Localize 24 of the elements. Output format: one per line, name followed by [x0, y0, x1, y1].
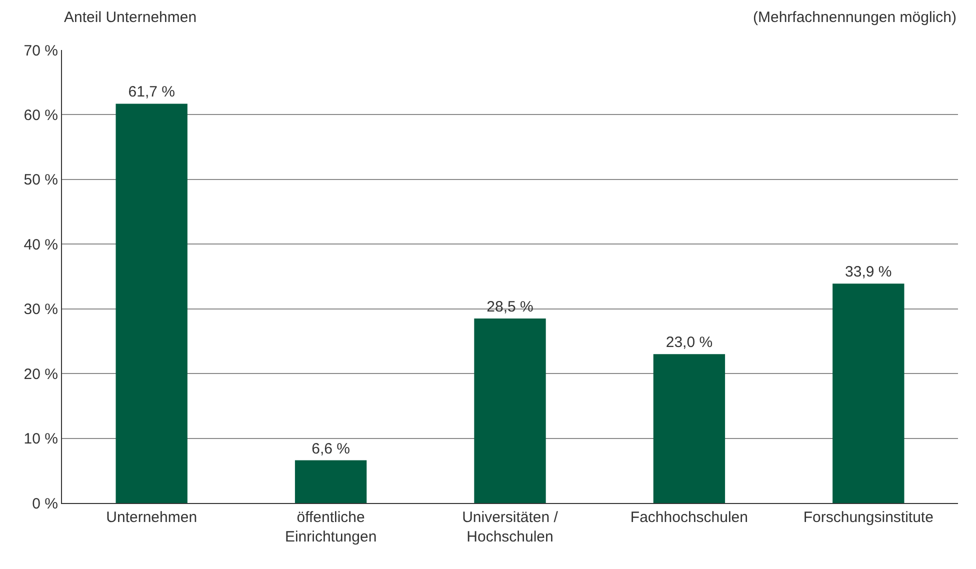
x-tick-label: Universitäten / Hochschulen — [462, 509, 559, 546]
data-label: 33,9 % — [845, 264, 892, 281]
y-tick-label: 50 % — [24, 172, 58, 189]
data-label: 23,0 % — [666, 334, 713, 352]
x-tick-label: Forschungsinstitute — [803, 509, 934, 526]
bar — [116, 104, 188, 503]
y-tick-label: 60 % — [24, 106, 58, 124]
y-axis-title: Anteil Unternehmen — [64, 9, 197, 26]
y-tick-label: 20 % — [24, 366, 58, 383]
bar — [832, 284, 904, 503]
x-tick-label: Fachhochschulen — [630, 509, 748, 526]
data-label: 61,7 % — [128, 84, 175, 101]
y-tick-label: 40 % — [24, 236, 58, 254]
bar — [294, 460, 367, 503]
data-label: 6,6 % — [312, 440, 350, 458]
y-tick-label: 10 % — [24, 430, 58, 448]
bar — [653, 354, 726, 503]
y-tick-label: 70 % — [24, 42, 58, 60]
y-tick-label: 0 % — [32, 495, 58, 512]
x-tick-label: Unternehmen — [106, 509, 198, 526]
bar — [474, 318, 546, 503]
text: (Mehrfachnennungen möglich) — [753, 9, 956, 26]
x-tick-label: öffentliche Einrichtungen — [284, 509, 377, 546]
y-tick-label: 30 % — [24, 301, 58, 318]
